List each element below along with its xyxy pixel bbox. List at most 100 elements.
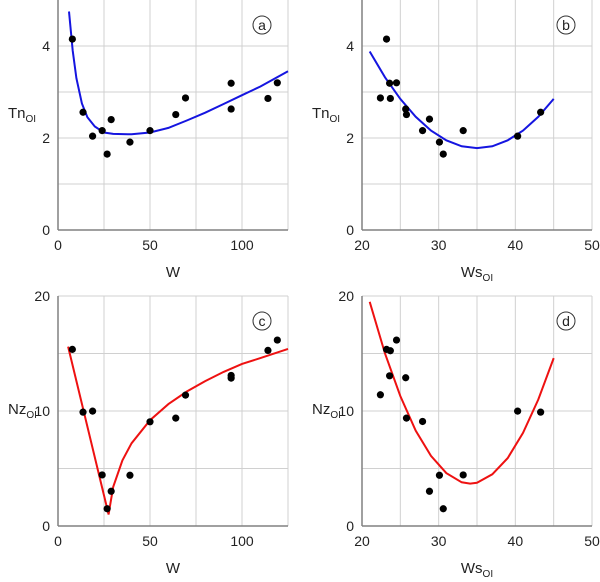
y-tick-label: 10: [34, 403, 50, 419]
x-tick-label: 20: [354, 533, 370, 549]
data-point: [79, 408, 87, 416]
x-axis-title: W: [166, 560, 181, 577]
y-axis-title: NzOI: [8, 401, 37, 421]
x-axis-title: WsOI: [461, 560, 493, 577]
x-tick-label: 0: [54, 533, 62, 549]
data-point: [435, 471, 444, 479]
data-point: [376, 94, 384, 102]
data-point: [181, 94, 190, 102]
panel-label: a: [258, 17, 266, 33]
data-point: [264, 94, 272, 103]
data-point: [98, 127, 106, 135]
data-point: [439, 505, 447, 513]
data-point: [514, 132, 522, 140]
data-point: [88, 132, 97, 140]
x-tick-label: 50: [584, 533, 600, 549]
data-point: [126, 138, 134, 146]
x-axis-title-main: Ws: [461, 560, 483, 577]
data-point: [227, 105, 235, 113]
y-tick-label: 0: [346, 222, 354, 238]
panel-label-circle: [252, 311, 272, 331]
data-point: [537, 108, 545, 116]
data-point: [79, 108, 87, 116]
y-axis-title-main: Tn: [8, 105, 26, 122]
data-point: [273, 79, 281, 87]
data-point: [386, 94, 394, 103]
data-point: [172, 414, 180, 422]
data-point: [146, 127, 154, 135]
x-tick-label: 30: [431, 533, 447, 549]
data-point: [392, 79, 401, 87]
x-tick-label: 100: [230, 533, 254, 549]
data-point: [273, 336, 281, 344]
y-axis-title: NzOI: [312, 401, 341, 421]
data-point: [418, 127, 427, 135]
y-tick-label: 2: [42, 130, 50, 146]
panel-c: 0 50 100 0 10 20 W NzOI c: [8, 288, 289, 577]
y-tick-label: 0: [42, 518, 50, 534]
data-point: [126, 471, 134, 479]
data-point: [425, 487, 434, 495]
data-point: [402, 374, 410, 382]
x-tick-label: 40: [508, 237, 524, 253]
y-axis-title-subscript: OI: [26, 410, 37, 421]
data-point: [181, 391, 190, 399]
y-tick-label: 20: [338, 288, 354, 304]
y-tick-label: 0: [42, 222, 50, 238]
x-axis-title: WsOI: [461, 264, 493, 284]
data-point: [98, 471, 106, 479]
data-point: [459, 471, 467, 479]
data-point: [514, 407, 522, 415]
y-axis-title-main: Tn: [312, 105, 330, 122]
data-point: [435, 138, 444, 146]
x-tick-label: 50: [142, 237, 158, 253]
x-axis-title-main: W: [166, 560, 181, 577]
data-point: [68, 345, 76, 353]
x-tick-label: 30: [431, 237, 447, 253]
data-point: [402, 105, 410, 113]
data-point: [376, 391, 384, 399]
y-axis-title: TnOI: [8, 105, 36, 125]
x-axis-title-main: W: [166, 264, 181, 281]
y-axis-title-subscript: OI: [330, 410, 341, 421]
x-tick-label: 50: [142, 533, 158, 549]
y-tick-label: 20: [34, 288, 50, 304]
fit-curve: [368, 301, 555, 485]
data-point: [386, 79, 394, 87]
y-tick-label: 4: [42, 38, 50, 54]
y-axis-title-main: Nz: [312, 401, 330, 418]
y-axis-title-main: Nz: [8, 401, 26, 418]
data-point: [386, 347, 394, 355]
data-point: [418, 417, 427, 426]
panel-label-circle: [252, 15, 272, 35]
data-point: [107, 116, 115, 124]
data-point: [382, 35, 391, 43]
data-point: [386, 372, 394, 380]
y-axis-title-subscript: OI: [26, 114, 37, 125]
y-tick-label: 0: [346, 518, 354, 534]
data-point: [103, 150, 111, 158]
data-point: [425, 115, 434, 123]
data-point: [537, 408, 545, 416]
y-tick-label: 4: [346, 38, 354, 54]
data-point: [103, 505, 111, 513]
data-point: [227, 79, 235, 87]
data-point: [264, 346, 272, 354]
x-axis-title-subscript: OI: [483, 273, 494, 284]
fit-curve: [368, 50, 555, 150]
x-tick-label: 20: [354, 237, 370, 253]
y-axis-title-subscript: OI: [330, 114, 341, 125]
y-axis-title: TnOI: [312, 105, 340, 125]
x-axis-title-main: Ws: [461, 264, 483, 281]
panel-label-circle: [556, 311, 576, 331]
fit-curve: [67, 346, 289, 515]
x-axis-title: W: [166, 264, 181, 281]
x-axis-title-subscript: OI: [483, 569, 494, 577]
panel-a: 0 50 100 0 2 4 W TnOI a: [8, 0, 289, 281]
data-point: [88, 407, 97, 415]
data-point: [172, 110, 180, 119]
y-tick-label: 2: [346, 130, 354, 146]
